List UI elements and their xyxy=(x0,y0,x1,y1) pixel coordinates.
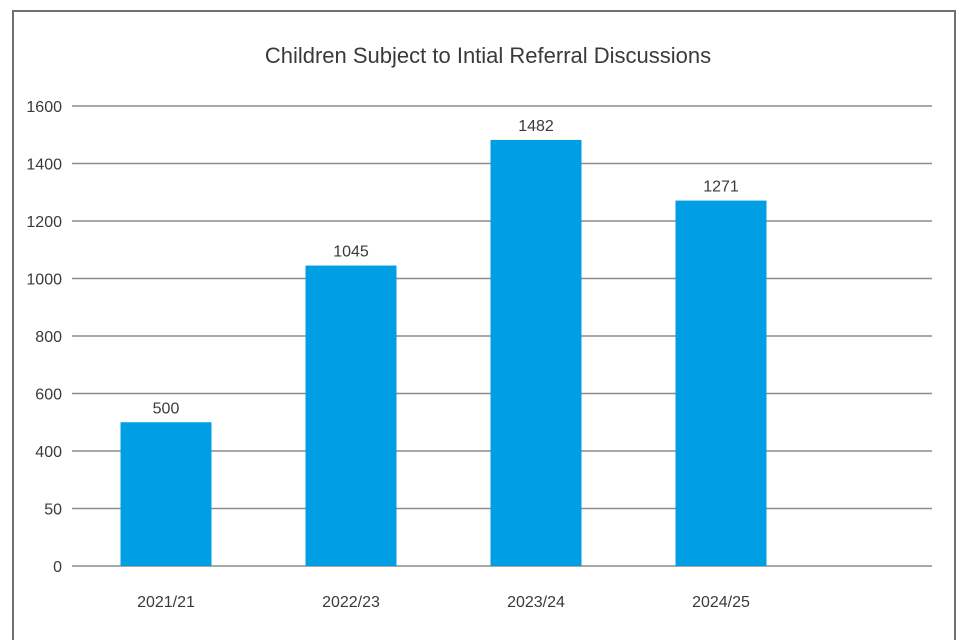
y-tick-label: 1400 xyxy=(26,157,62,174)
bar xyxy=(490,139,582,567)
data-labels: 500 1045 1482 1271 xyxy=(153,118,739,417)
y-tick-label: 1600 xyxy=(26,99,62,116)
y-tick-label: 600 xyxy=(35,387,62,404)
x-tick-label: 2021/21 xyxy=(137,594,195,611)
y-tick-label: 0 xyxy=(53,559,62,576)
y-tick-label: 1200 xyxy=(26,214,62,231)
x-tick-label: 2023/24 xyxy=(507,594,565,611)
data-label: 500 xyxy=(153,400,180,417)
bar xyxy=(120,422,212,566)
y-tick-label: 800 xyxy=(35,329,62,346)
bars xyxy=(120,139,767,567)
data-label: 1045 xyxy=(333,244,369,261)
y-tick-label: 400 xyxy=(35,444,62,461)
y-axis-ticks: 0 50 400 600 800 1000 1200 1400 1600 xyxy=(26,99,62,576)
bar xyxy=(305,265,397,566)
x-tick-label: 2022/23 xyxy=(322,594,380,611)
data-label: 1271 xyxy=(703,179,739,196)
chart-frame xyxy=(12,10,956,640)
chart-title: Children Subject to Intial Referral Disc… xyxy=(265,43,711,68)
x-tick-label: 2024/25 xyxy=(692,594,750,611)
y-tick-label: 1000 xyxy=(26,272,62,289)
bar xyxy=(675,200,767,566)
data-label: 1482 xyxy=(518,118,554,135)
x-axis-ticks: 2021/21 2022/23 2023/24 2024/25 xyxy=(137,594,750,611)
y-tick-label: 50 xyxy=(44,502,62,519)
